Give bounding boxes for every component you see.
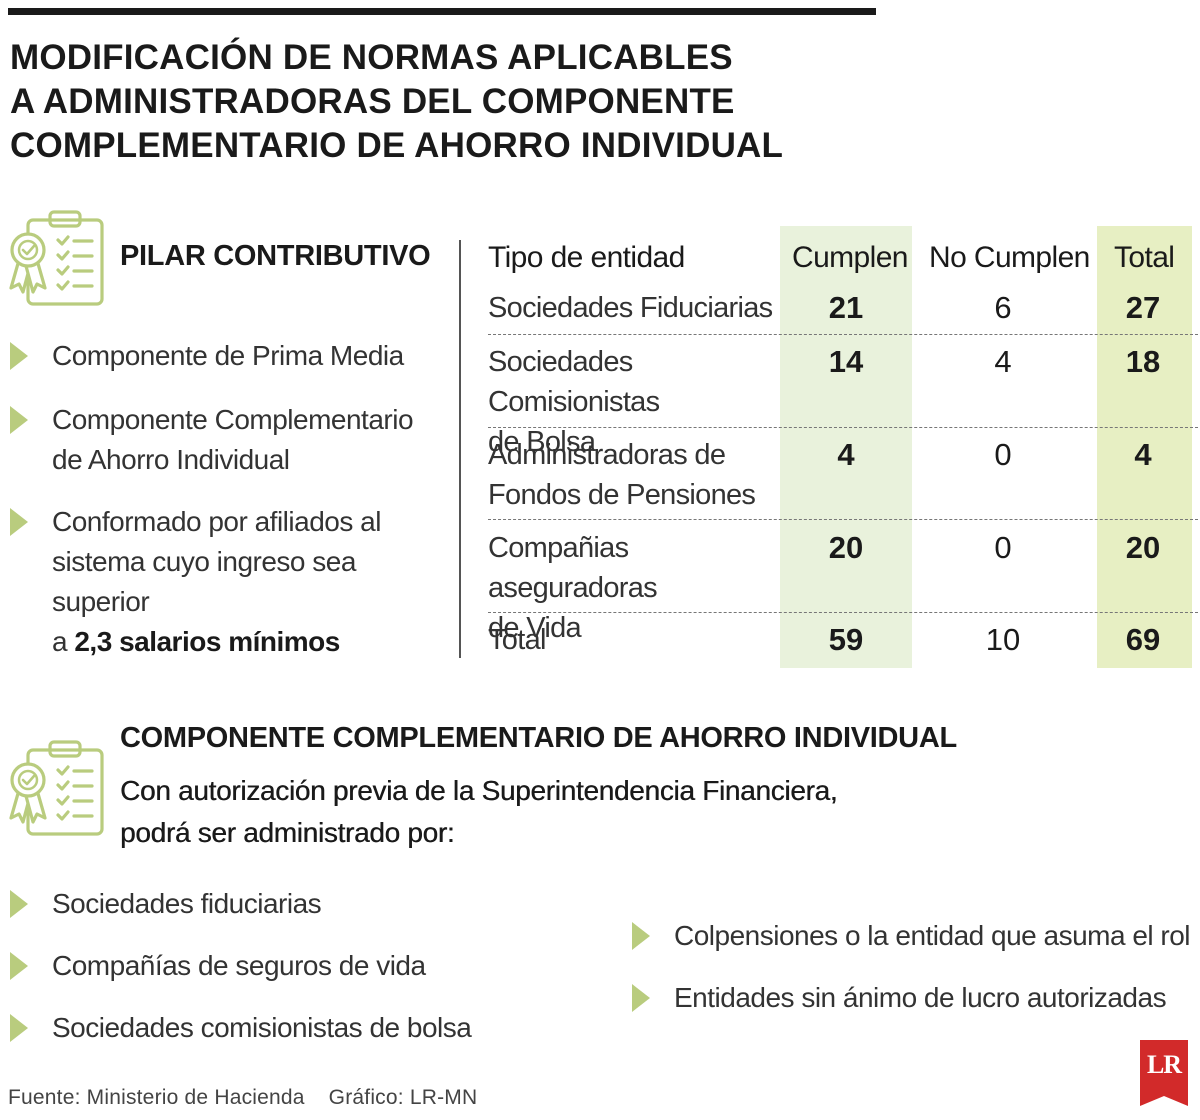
triangle-bullet-icon xyxy=(10,1014,28,1042)
row-label: Total xyxy=(488,624,546,656)
triangle-bullet-icon xyxy=(10,508,28,536)
table-divider xyxy=(459,240,461,658)
triangle-bullet-icon xyxy=(10,890,28,918)
top-rule xyxy=(8,8,876,15)
list-item: Componente de Prima Media xyxy=(10,336,450,376)
componente-left-list: Sociedades fiduciarias Compañías de segu… xyxy=(10,884,570,1048)
header-no-cumplen: No Cumplen xyxy=(929,241,1090,274)
title-line-1: MODIFICACIÓN DE NORMAS APLICABLES xyxy=(10,38,733,77)
title-line-3: COMPLEMENTARIO DE AHORRO INDIVIDUAL xyxy=(10,126,784,165)
value-total: 4 xyxy=(1134,437,1152,472)
list-item: Colpensiones o la entidad que asuma el r… xyxy=(632,916,1192,956)
header-total: Total xyxy=(1114,241,1175,274)
page-title: MODIFICACIÓN DE NORMAS APLICABLES A ADMI… xyxy=(10,36,890,168)
footer-graphic-credit: Gráfico: LR-MN xyxy=(328,1086,478,1109)
value-no-cumplen: 0 xyxy=(994,437,1012,472)
value-total: 20 xyxy=(1125,530,1161,565)
logo-notch xyxy=(1140,1096,1188,1106)
row-label: Sociedades Comisionistas de Bolsa xyxy=(488,346,660,458)
triangle-bullet-icon xyxy=(632,922,650,950)
triangle-bullet-icon xyxy=(632,984,650,1012)
value-cumplen: 14 xyxy=(828,344,864,379)
pilar-list: Componente de Prima Media Componente Com… xyxy=(10,336,450,662)
list-item: Conformado por afiliados al sistema cuyo… xyxy=(10,502,450,662)
list-item: Sociedades comisionistas de bolsa xyxy=(10,1008,570,1048)
logo-text: LR xyxy=(1146,1050,1182,1079)
total-column-highlight xyxy=(1097,226,1192,668)
footer-source: Fuente: Ministerio de Hacienda Gráfico: L… xyxy=(8,1086,478,1109)
title-line-2: A ADMINISTRADORAS DEL COMPONENTE xyxy=(10,82,735,121)
triangle-bullet-icon xyxy=(10,952,28,980)
row-label: Administradoras de Fondos de Pensiones xyxy=(488,439,756,511)
list-item: Entidades sin ánimo de lucro autorizadas xyxy=(632,978,1192,1018)
value-no-cumplen: 4 xyxy=(994,344,1012,379)
clipboard-award-icon xyxy=(9,210,104,306)
componente-right-list: Colpensiones o la entidad que asuma el r… xyxy=(632,916,1192,1018)
list-item: Componente Complementario de Ahorro Indi… xyxy=(10,400,450,480)
value-no-cumplen: 10 xyxy=(985,622,1021,657)
row-divider xyxy=(488,612,1198,613)
componente-subtitle-2: podrá ser administrado por: xyxy=(120,817,455,848)
value-cumplen: 20 xyxy=(828,530,864,565)
list-item: Sociedades fiduciarias xyxy=(10,884,570,924)
lr-logo: LR xyxy=(1140,1040,1188,1106)
componente-heading: COMPONENTE COMPLEMENTARIO DE AHORRO INDI… xyxy=(120,722,957,754)
value-cumplen: 4 xyxy=(837,437,855,472)
header-tipo: Tipo de entidad xyxy=(488,241,685,274)
value-cumplen: 21 xyxy=(828,290,864,325)
header-cumplen: Cumplen xyxy=(792,241,908,274)
triangle-bullet-icon xyxy=(10,406,28,434)
value-total: 27 xyxy=(1125,290,1161,325)
row-label: Sociedades Fiduciarias xyxy=(488,292,773,324)
row-label: Compañias aseguradoras de Vida xyxy=(488,532,658,644)
salarios-highlight: 2,3 salarios mínimos xyxy=(74,626,340,657)
clipboard-award-icon xyxy=(9,740,104,836)
value-no-cumplen: 6 xyxy=(994,290,1012,325)
value-total: 18 xyxy=(1125,344,1161,379)
pilar-heading: PILAR CONTRIBUTIVO xyxy=(120,240,431,272)
value-cumplen: 59 xyxy=(828,622,864,657)
triangle-bullet-icon xyxy=(10,342,28,370)
row-divider xyxy=(488,334,1198,335)
list-item: Compañías de seguros de vida xyxy=(10,946,570,986)
value-no-cumplen: 0 xyxy=(994,530,1012,565)
row-divider xyxy=(488,519,1198,520)
componente-subtitle-1: Con autorización previa de la Superinten… xyxy=(120,775,838,806)
cumplen-column-highlight xyxy=(780,226,912,668)
value-total: 69 xyxy=(1125,622,1161,657)
row-divider xyxy=(488,427,1198,428)
